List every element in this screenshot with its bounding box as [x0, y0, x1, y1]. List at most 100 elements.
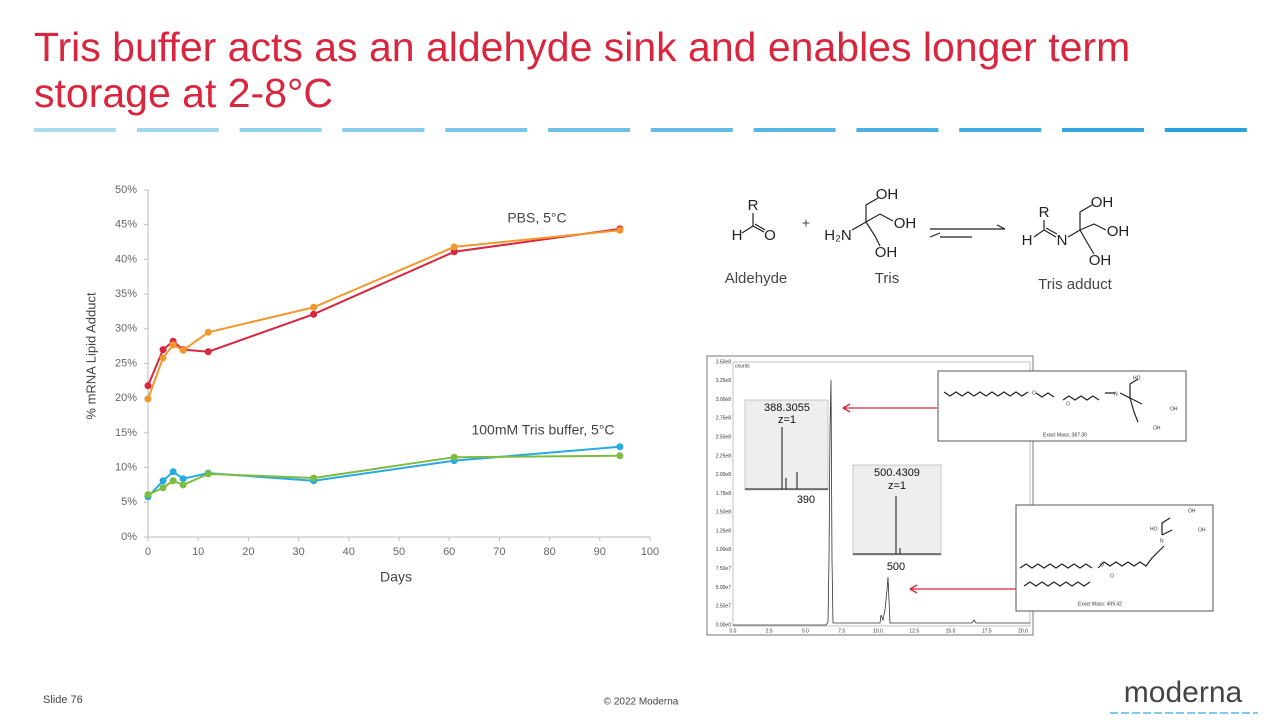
atom: O	[1066, 401, 1070, 407]
inset-charge: z=1	[888, 480, 906, 492]
structure	[943, 378, 1143, 423]
y-tick-label: 5%	[121, 496, 137, 508]
atom: H	[732, 227, 743, 244]
x-tick-label: 100	[641, 546, 659, 558]
y-tick-label: 45%	[115, 219, 137, 231]
data-point	[179, 475, 187, 483]
data-point	[144, 491, 152, 499]
x-tick-label: 20.0	[1018, 628, 1028, 634]
x-tick-label: 0.0	[730, 628, 737, 634]
annotation: 100mM Tris buffer, 5°C	[471, 422, 614, 438]
atom: O	[1032, 390, 1036, 396]
x-tick-label: 70	[493, 546, 505, 558]
exact-mass: Exact Mass: 499.42	[1078, 601, 1122, 607]
y-tick-label: 30%	[115, 323, 137, 335]
x-tick-label: 60	[443, 546, 455, 558]
series-line	[147, 445, 620, 498]
atom: N	[1160, 538, 1164, 544]
atom: OH	[894, 215, 917, 232]
data-point	[144, 395, 152, 403]
x-tick-label: 15.0	[946, 628, 956, 634]
series-line	[147, 454, 620, 496]
data-point	[169, 477, 177, 485]
bond	[1033, 204, 1107, 255]
atom: OH	[1153, 425, 1161, 431]
x-tick-label: 20	[242, 546, 254, 558]
inset-charge: z=1	[778, 414, 796, 426]
data-point	[179, 346, 187, 354]
data-point	[310, 303, 318, 311]
x-tick-label: 10.0	[873, 628, 883, 634]
atom: R	[1039, 204, 1050, 221]
copyright: © 2022 Moderna	[604, 697, 679, 708]
data-point	[204, 348, 212, 356]
mass-spectrum: counts 0.00e0 2.50e7 5.00e7 7.50e7 1.00e8 1.2…	[706, 355, 1214, 636]
atom: O	[1100, 562, 1104, 568]
x-tick-label: 40	[343, 546, 355, 558]
y-tick-label: 0.00e0	[716, 622, 732, 628]
slide-number: Slide 76	[43, 694, 83, 706]
y-tick-label: 40%	[115, 253, 137, 265]
data-point	[159, 484, 167, 492]
y-tick-label: 1.50e8	[716, 510, 732, 516]
y-tick-label: 35%	[115, 288, 137, 300]
reaction: R H O + H₂N OH OH OH R H N OH OH OH Alde…	[725, 186, 1130, 293]
logo: moderna	[1124, 676, 1243, 709]
bond	[741, 213, 766, 234]
y-tick-labels: 0.00e0 2.50e7 5.00e7 7.50e7 1.00e8 1.25e8 1.50…	[716, 359, 732, 628]
x-tick-label: 80	[543, 546, 555, 558]
atom: N	[1057, 232, 1068, 249]
reaction-label: Tris	[875, 270, 899, 287]
series-line	[147, 229, 620, 400]
y-tick-label: 1.75e8	[716, 491, 732, 497]
x-tick-label: 0	[145, 546, 151, 558]
data-point	[169, 341, 177, 349]
inset	[744, 399, 829, 491]
inset-mass: 500.4309	[874, 467, 920, 479]
inset	[852, 464, 942, 556]
structure-box	[937, 370, 1187, 442]
x-tick-label: 17.5	[982, 628, 992, 634]
series-line	[147, 227, 621, 387]
y-tick-label: 3.25e8	[716, 378, 732, 384]
y-tick-label: 2.50e8	[716, 434, 732, 440]
atom: OH	[1198, 527, 1206, 533]
reaction-label: Aldehyde	[725, 270, 788, 287]
y-tick-label: 0%	[121, 531, 137, 543]
data-point	[616, 226, 624, 234]
data-point	[159, 477, 167, 485]
y-axis-title: % mRNA Lipid Adduct	[83, 292, 98, 420]
annotation: PBS, 5°C	[507, 210, 566, 226]
data-point	[204, 328, 212, 336]
spectrum-trace	[733, 379, 1030, 626]
atom: O	[1110, 573, 1114, 579]
atom: OH	[875, 244, 898, 261]
structure	[1019, 517, 1173, 587]
y-tick-label: 2.25e8	[716, 453, 732, 459]
y-tick-label: 3.00e8	[716, 397, 732, 403]
x-tick-label: 7.5	[838, 628, 845, 634]
y-tick-label: 50%	[115, 184, 137, 196]
y-tick-label: 20%	[115, 392, 137, 404]
data-point	[310, 474, 318, 482]
inset-tick: 500	[887, 561, 905, 573]
y-tick-label: 5.00e7	[716, 585, 732, 591]
slide-title: Tris buffer acts as an aldehyde sink and…	[34, 24, 1131, 116]
bond	[851, 197, 894, 247]
unit-label: counts	[735, 363, 750, 369]
y-tick-label: 3.50e8	[716, 359, 732, 365]
data-point	[310, 310, 318, 318]
data-point	[616, 452, 624, 460]
y-tick-label: 1.00e8	[716, 547, 732, 553]
inset-peaks	[853, 496, 941, 555]
atom: OH	[1188, 508, 1196, 514]
data-point	[616, 443, 624, 451]
x-tick-label: 10	[192, 546, 204, 558]
atom: HO	[1133, 375, 1141, 381]
y-tick-label: 10%	[115, 462, 137, 474]
data-point	[159, 346, 167, 354]
spectrum-plot	[732, 361, 1031, 627]
y-tick-label: 15%	[115, 427, 137, 439]
